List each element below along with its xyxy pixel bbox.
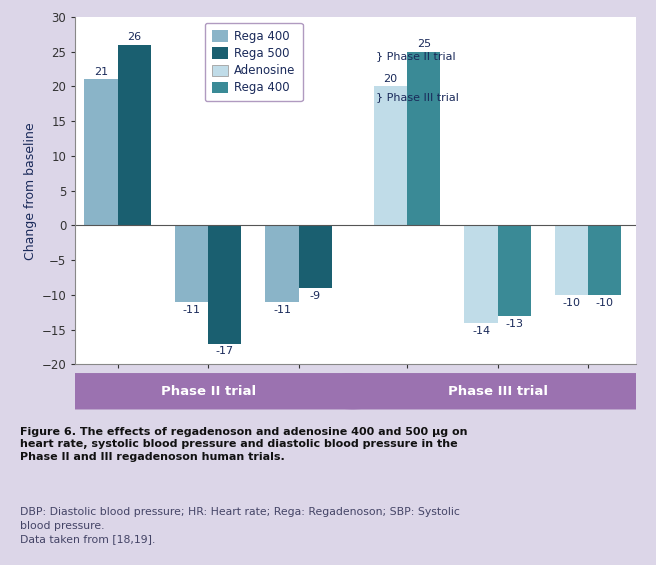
FancyBboxPatch shape bbox=[342, 373, 653, 410]
Text: 26: 26 bbox=[127, 32, 141, 42]
Text: -10: -10 bbox=[562, 298, 581, 308]
Text: -17: -17 bbox=[216, 346, 234, 357]
Text: -11: -11 bbox=[182, 305, 201, 315]
Text: Phase II trial: Phase II trial bbox=[161, 385, 256, 398]
Bar bbox=[588, 225, 621, 295]
Bar bbox=[407, 52, 440, 225]
Bar bbox=[175, 225, 208, 302]
Bar bbox=[85, 80, 117, 225]
Text: 20: 20 bbox=[384, 73, 398, 84]
Text: -10: -10 bbox=[596, 298, 613, 308]
Text: -13: -13 bbox=[505, 319, 523, 329]
Text: 21: 21 bbox=[94, 67, 108, 77]
FancyBboxPatch shape bbox=[52, 373, 363, 410]
Y-axis label: Change from baseline: Change from baseline bbox=[24, 122, 37, 259]
Text: Phase III trial: Phase III trial bbox=[447, 385, 548, 398]
Bar bbox=[555, 225, 588, 295]
Text: } Phase II trial: } Phase II trial bbox=[375, 51, 455, 61]
Bar bbox=[374, 86, 407, 225]
Text: -11: -11 bbox=[273, 305, 291, 315]
Text: Figure 6. The effects of regadenoson and adenosine 400 and 500 μg on
heart rate,: Figure 6. The effects of regadenoson and… bbox=[20, 427, 467, 462]
Bar bbox=[298, 225, 332, 288]
Text: } Phase III trial: } Phase III trial bbox=[375, 93, 459, 103]
Bar bbox=[117, 45, 151, 225]
Bar bbox=[208, 225, 241, 344]
Bar bbox=[464, 225, 498, 323]
Bar bbox=[498, 225, 531, 316]
Text: DBP: Diastolic blood pressure; HR: Heart rate; Rega: Regadenoson; SBP: Systolic
: DBP: Diastolic blood pressure; HR: Heart… bbox=[20, 507, 460, 544]
Text: -9: -9 bbox=[310, 291, 321, 301]
Text: -14: -14 bbox=[472, 325, 490, 336]
Bar bbox=[266, 225, 298, 302]
Text: 25: 25 bbox=[417, 39, 431, 49]
Legend: Rega 400, Rega 500, Adenosine, Rega 400: Rega 400, Rega 500, Adenosine, Rega 400 bbox=[205, 23, 302, 101]
